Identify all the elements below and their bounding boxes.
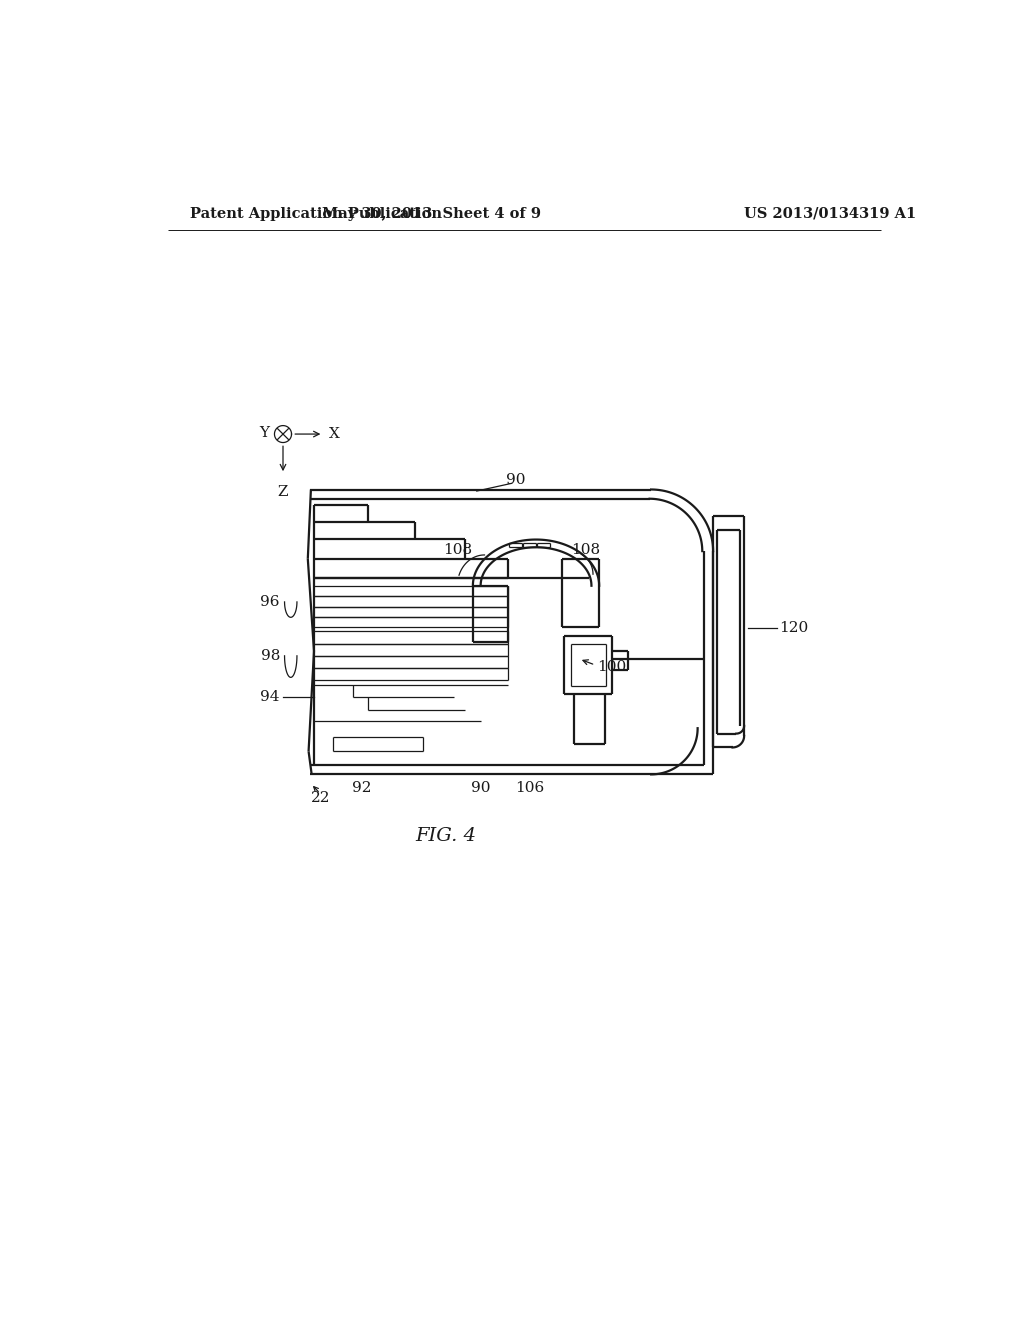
- Text: FIG. 4: FIG. 4: [416, 828, 476, 845]
- Text: Z: Z: [278, 484, 288, 499]
- Text: 98: 98: [260, 649, 280, 663]
- Text: 120: 120: [779, 622, 808, 635]
- Text: 106: 106: [515, 781, 544, 795]
- Text: Y: Y: [259, 426, 269, 441]
- Text: 22: 22: [310, 791, 330, 804]
- Text: 96: 96: [260, 595, 280, 609]
- Text: US 2013/0134319 A1: US 2013/0134319 A1: [744, 207, 916, 220]
- Text: 94: 94: [260, 690, 280, 705]
- Text: May 30, 2013  Sheet 4 of 9: May 30, 2013 Sheet 4 of 9: [323, 207, 542, 220]
- Text: 90: 90: [506, 474, 525, 487]
- Text: 90: 90: [471, 781, 490, 795]
- Text: 108: 108: [570, 543, 600, 557]
- Text: Patent Application Publication: Patent Application Publication: [190, 207, 442, 220]
- Text: 100: 100: [597, 660, 626, 673]
- Text: X: X: [329, 428, 340, 441]
- Text: 108: 108: [443, 543, 473, 557]
- Text: 92: 92: [352, 781, 372, 795]
